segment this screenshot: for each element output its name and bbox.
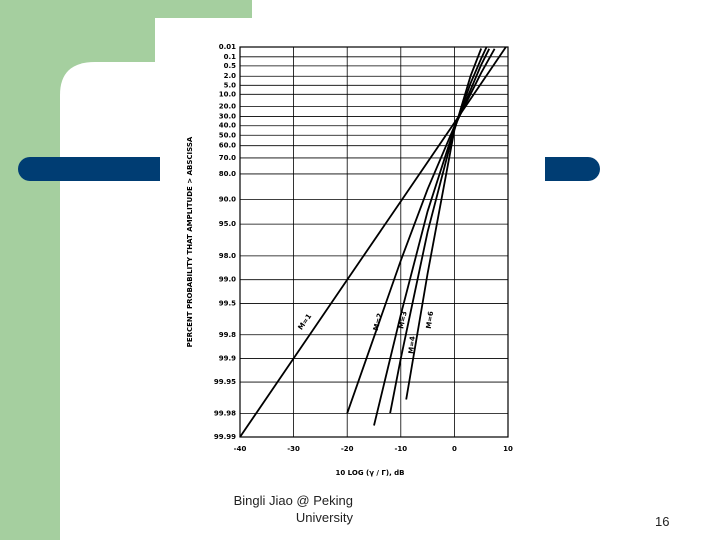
- curve: [346, 48, 496, 414]
- curve-label: M=4: [407, 336, 417, 354]
- curve-label: M=6: [425, 311, 435, 330]
- x-axis-label: 10 LOG (γ / Γ), dB: [335, 469, 404, 477]
- y-tick-label: 5.0: [224, 81, 237, 89]
- y-tick-label: 0.01: [219, 43, 236, 51]
- y-tick-label: 90.0: [219, 196, 236, 204]
- curve-label: M=3: [397, 310, 409, 329]
- x-tick-label: -20: [341, 445, 354, 453]
- page-number: 16: [655, 514, 670, 529]
- y-tick-label: 99.5: [219, 299, 236, 307]
- y-tick-label: 99.8: [219, 331, 236, 339]
- y-tick-label: 99.9: [219, 354, 236, 362]
- x-tick-label: -40: [234, 445, 247, 453]
- author: Bingli Jiao @ Peking University: [233, 493, 353, 525]
- y-axis-label: PERCENT PROBABILITY THAT AMPLITUDE > ABS…: [186, 136, 194, 347]
- y-tick-label: 50.0: [219, 131, 236, 139]
- y-tick-label: 99.99: [214, 433, 236, 441]
- x-tick-label: -10: [394, 445, 407, 453]
- x-tick-label: 10: [503, 445, 513, 453]
- y-tick-label: 95.0: [219, 220, 236, 228]
- y-tick-label: 60.0: [219, 142, 236, 150]
- white-corner: [60, 62, 155, 540]
- x-tick-label: -30: [287, 445, 300, 453]
- y-tick-label: 0.5: [224, 62, 237, 70]
- y-tick-label: 98.0: [219, 252, 236, 260]
- x-tick-label: 0: [452, 445, 457, 453]
- y-tick-label: 99.95: [214, 378, 236, 386]
- y-tick-label: 30.0: [219, 112, 236, 120]
- y-tick-label: 80.0: [219, 170, 236, 178]
- y-tick-label: 10.0: [219, 90, 236, 98]
- y-tick-label: 40.0: [219, 122, 236, 130]
- y-tick-label: 0.1: [224, 53, 237, 61]
- y-tick-label: 2.0: [224, 72, 237, 80]
- curve-label: M=2: [372, 312, 384, 331]
- curve: [373, 48, 491, 426]
- curve: [239, 46, 507, 438]
- y-tick-label: 99.98: [214, 409, 236, 417]
- y-tick-label: 99.0: [219, 276, 236, 284]
- curve: [405, 48, 483, 400]
- y-tick-label: 70.0: [219, 154, 236, 162]
- curve-label: M=1: [297, 312, 314, 331]
- y-tick-label: 20.0: [219, 103, 236, 111]
